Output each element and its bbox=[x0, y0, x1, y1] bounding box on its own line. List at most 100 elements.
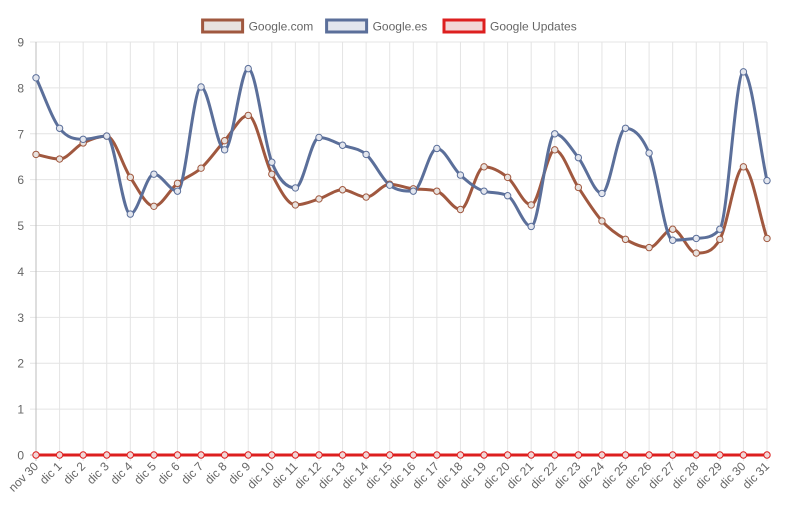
legend-item[interactable]: Google.es bbox=[325, 18, 428, 34]
data-point bbox=[716, 225, 724, 233]
data-point bbox=[645, 451, 653, 459]
data-point bbox=[574, 183, 583, 192]
data-point bbox=[598, 451, 606, 459]
data-point bbox=[268, 451, 276, 459]
legend-item[interactable]: Google Updates bbox=[442, 18, 577, 34]
data-point bbox=[32, 74, 40, 82]
x-tick-label: dic 31 bbox=[740, 459, 773, 492]
data-point bbox=[150, 202, 158, 210]
x-tick-label: dic 10 bbox=[244, 459, 277, 492]
data-point bbox=[763, 176, 771, 185]
legend: Google.com Google.es Google Updates bbox=[201, 18, 577, 34]
data-point bbox=[55, 124, 64, 132]
data-point bbox=[268, 170, 276, 178]
data-point bbox=[197, 451, 205, 459]
data-point bbox=[739, 68, 748, 76]
legend-swatch bbox=[325, 18, 369, 34]
data-point bbox=[716, 235, 724, 244]
data-point bbox=[244, 451, 252, 459]
data-point bbox=[598, 189, 606, 198]
data-point bbox=[551, 146, 559, 154]
data-point bbox=[527, 222, 535, 231]
data-point bbox=[621, 451, 630, 459]
data-point bbox=[32, 451, 40, 459]
data-point bbox=[433, 187, 441, 195]
data-points bbox=[32, 64, 771, 459]
data-point bbox=[150, 451, 158, 459]
data-point bbox=[79, 451, 87, 459]
data-point bbox=[456, 451, 465, 459]
data-point bbox=[621, 124, 630, 132]
data-point bbox=[386, 181, 394, 189]
data-point bbox=[668, 451, 677, 459]
x-tick-label: dic 7 bbox=[178, 459, 206, 487]
legend-swatch bbox=[442, 18, 486, 34]
data-point bbox=[551, 130, 559, 138]
data-point bbox=[55, 451, 64, 459]
data-point bbox=[574, 153, 583, 162]
data-point bbox=[456, 171, 465, 179]
data-point bbox=[409, 187, 417, 195]
data-point bbox=[716, 451, 724, 459]
data-point bbox=[480, 163, 488, 171]
data-point bbox=[409, 451, 417, 459]
data-point bbox=[456, 205, 465, 214]
data-point bbox=[503, 451, 512, 459]
data-point bbox=[480, 451, 488, 459]
data-point bbox=[503, 192, 512, 200]
x-tick-label: dic 5 bbox=[131, 459, 159, 487]
data-point bbox=[197, 83, 205, 91]
data-point bbox=[291, 451, 300, 459]
data-point bbox=[103, 132, 111, 140]
data-point bbox=[126, 173, 135, 182]
x-tick-label: dic 1 bbox=[37, 459, 65, 487]
x-tick-label: dic 6 bbox=[155, 459, 183, 487]
data-point bbox=[338, 186, 347, 194]
x-tick-label: dic 4 bbox=[108, 459, 136, 487]
data-point bbox=[668, 236, 677, 244]
data-point bbox=[315, 133, 323, 142]
data-point bbox=[551, 451, 559, 459]
data-point bbox=[527, 451, 535, 459]
x-tick-label: dic 3 bbox=[84, 459, 112, 487]
data-point bbox=[527, 201, 535, 209]
data-point bbox=[244, 64, 252, 73]
x-tick-label: dic 8 bbox=[202, 459, 230, 487]
data-point bbox=[739, 163, 748, 171]
legend-label: Google.com bbox=[249, 20, 314, 34]
data-point bbox=[103, 451, 111, 459]
data-point bbox=[763, 234, 771, 243]
data-point bbox=[291, 201, 300, 209]
data-point bbox=[692, 451, 700, 459]
data-point bbox=[197, 164, 205, 172]
series-line-1 bbox=[34, 67, 769, 242]
data-point bbox=[598, 217, 606, 225]
data-point bbox=[173, 451, 182, 459]
data-point bbox=[338, 451, 347, 459]
data-point bbox=[503, 173, 512, 182]
data-point bbox=[32, 150, 40, 159]
data-point bbox=[79, 135, 87, 143]
y-tick-label: 5 bbox=[17, 219, 24, 233]
data-point bbox=[338, 141, 347, 149]
data-point bbox=[244, 111, 252, 120]
grid bbox=[30, 41, 768, 461]
data-point bbox=[362, 150, 370, 159]
y-tick-label: 9 bbox=[17, 36, 24, 50]
data-point bbox=[173, 179, 182, 188]
y-tick-label: 4 bbox=[17, 265, 24, 279]
data-point bbox=[220, 136, 229, 145]
legend-label: Google Updates bbox=[490, 20, 577, 34]
data-point bbox=[692, 234, 700, 243]
data-point bbox=[739, 451, 748, 459]
data-point bbox=[362, 193, 370, 201]
data-point bbox=[386, 451, 394, 459]
legend-item[interactable]: Google.com bbox=[201, 18, 314, 34]
data-point bbox=[763, 451, 771, 459]
data-point bbox=[433, 451, 441, 459]
data-point bbox=[668, 225, 677, 233]
data-point bbox=[645, 243, 653, 252]
